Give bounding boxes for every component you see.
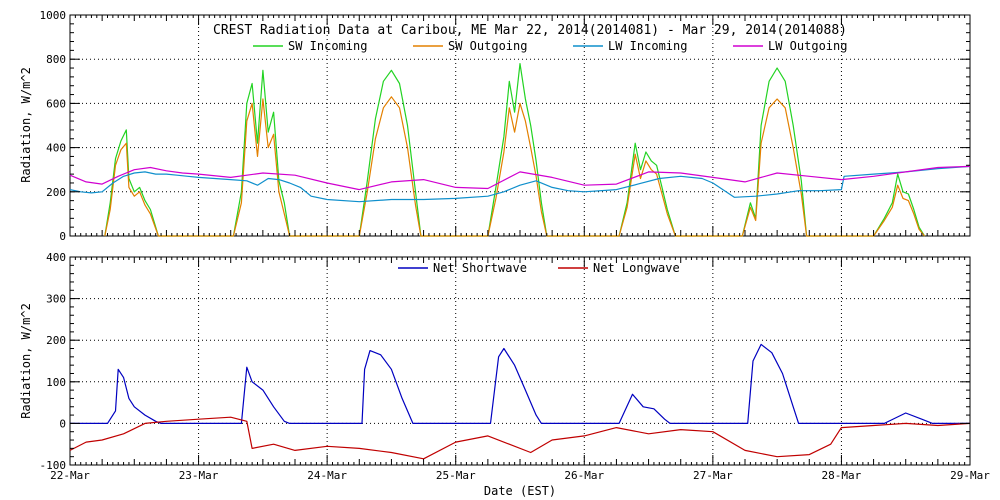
x-tick-label: 28-Mar (822, 469, 862, 482)
lw-outgoing-series-line (69, 165, 971, 191)
x-tick-label: 29-Mar (950, 469, 990, 482)
x-tick-label: 24-Mar (307, 469, 347, 482)
lw-incoming-series-line (69, 165, 971, 203)
top-y-tick-label: 1000 (40, 9, 67, 22)
x-tick-label: 23-Mar (179, 469, 219, 482)
x-tick-label: 25-Mar (436, 469, 476, 482)
sw-outgoing-legend-label: SW Outgoing (448, 39, 527, 53)
bottom-y-tick-label: 300 (46, 293, 66, 306)
bottom-y-tick-label: 0 (59, 417, 66, 430)
net-shortwave-legend-label: Net Shortwave (433, 261, 527, 275)
top-y-tick-label: 200 (46, 186, 66, 199)
net-longwave-legend-label: Net Longwave (593, 261, 680, 275)
bottom-y-tick-label: -100 (40, 459, 67, 472)
top-y-tick-label: 400 (46, 142, 66, 155)
top-y-axis-label: Radiation, W/m^2 (19, 67, 33, 183)
bottom-y-tick-label: 200 (46, 334, 66, 347)
x-tick-label: 27-Mar (693, 469, 733, 482)
sw-incoming-legend-label: SW Incoming (288, 39, 367, 53)
x-tick-label: 22-Mar (50, 469, 90, 482)
top-y-tick-label: 0 (59, 230, 66, 243)
x-tick-label: 26-Mar (564, 469, 604, 482)
bottom-y-tick-label: 400 (46, 251, 66, 264)
net-shortwave-series-line (70, 343, 970, 424)
bottom-y-tick-label: 100 (46, 376, 66, 389)
lw-outgoing-legend-label: LW Outgoing (768, 39, 847, 53)
bottom-y-axis-label: Radiation, W/m^2 (19, 303, 33, 419)
lw-incoming-legend-label: LW Incoming (608, 39, 687, 53)
top-chart-title: CREST Radiation Data at Caribou, ME Mar … (213, 23, 847, 38)
net-longwave-series-line (69, 416, 971, 460)
x-axis-label: Date (EST) (484, 484, 556, 498)
top-y-tick-label: 600 (46, 97, 66, 110)
sw-outgoing-series-line (104, 96, 925, 237)
top-y-tick-label: 800 (46, 53, 66, 66)
sw-incoming-series-line (104, 63, 926, 237)
